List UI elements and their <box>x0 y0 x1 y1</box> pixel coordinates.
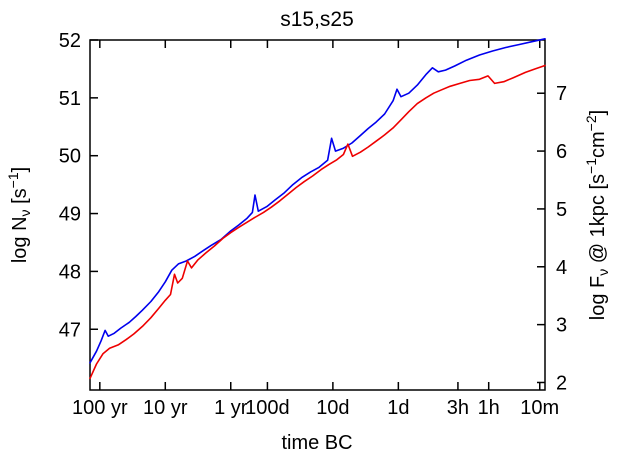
y-axis-label-right: log Fν @ 1kpc [s−1cm−2] <box>583 110 611 320</box>
y-tick-label-left: 49 <box>59 204 81 226</box>
x-tick-label: 10 yr <box>143 397 188 419</box>
ylabel-right-main: log F <box>587 276 609 320</box>
y-tick-label-left: 47 <box>59 319 81 341</box>
ylabel-right-close: ] <box>587 110 609 116</box>
x-tick-label: 3h <box>447 397 469 419</box>
ylabel-right-sup2: −2 <box>583 115 599 131</box>
x-tick-label: 1d <box>387 397 409 419</box>
ylabel-right-cm: cm <box>587 131 609 158</box>
y-tick-label-right: 2 <box>556 372 567 394</box>
x-tick-label: 10m <box>520 397 559 419</box>
ylabel-left-sub: ν <box>17 209 33 216</box>
y-tick-label-left: 51 <box>59 88 81 110</box>
y-tick-label-right: 4 <box>556 257 567 279</box>
x-tick-label: 100d <box>245 397 290 419</box>
x-tick-label: 1h <box>478 397 500 419</box>
y-tick-label-left: 48 <box>59 261 81 283</box>
x-tick-label: 100 yr <box>72 397 128 419</box>
ylabel-right-sub: ν <box>595 269 611 276</box>
y-tick-label-right: 6 <box>556 141 567 163</box>
plot-frame <box>89 39 546 391</box>
series-line-blue <box>89 37 546 364</box>
ylabel-left-sup: −1 <box>5 172 21 188</box>
ylabel-left-main: log N <box>9 216 31 263</box>
x-axis-label: time BC <box>281 432 352 454</box>
x-tick-label: 1 yr <box>214 397 248 419</box>
ylabel-left-units: [s <box>9 188 31 209</box>
x-tick-label: 10d <box>316 397 349 419</box>
y-tick-label-left: 52 <box>59 30 81 52</box>
ylabel-right-units: @ 1kpc [s <box>587 174 609 269</box>
y-axis-label-left: log Nν [s−1] <box>5 167 33 263</box>
y-tick-label-left: 50 <box>59 146 81 168</box>
y-tick-label-right: 7 <box>556 83 567 105</box>
y-tick-label-right: 5 <box>556 199 567 221</box>
series-line-red <box>89 64 546 380</box>
chart-title: s15,s25 <box>280 8 354 31</box>
ylabel-right-sup1: −1 <box>583 158 599 174</box>
y-tick-label-right: 3 <box>556 315 567 337</box>
ylabel-left-close: ] <box>9 167 31 173</box>
